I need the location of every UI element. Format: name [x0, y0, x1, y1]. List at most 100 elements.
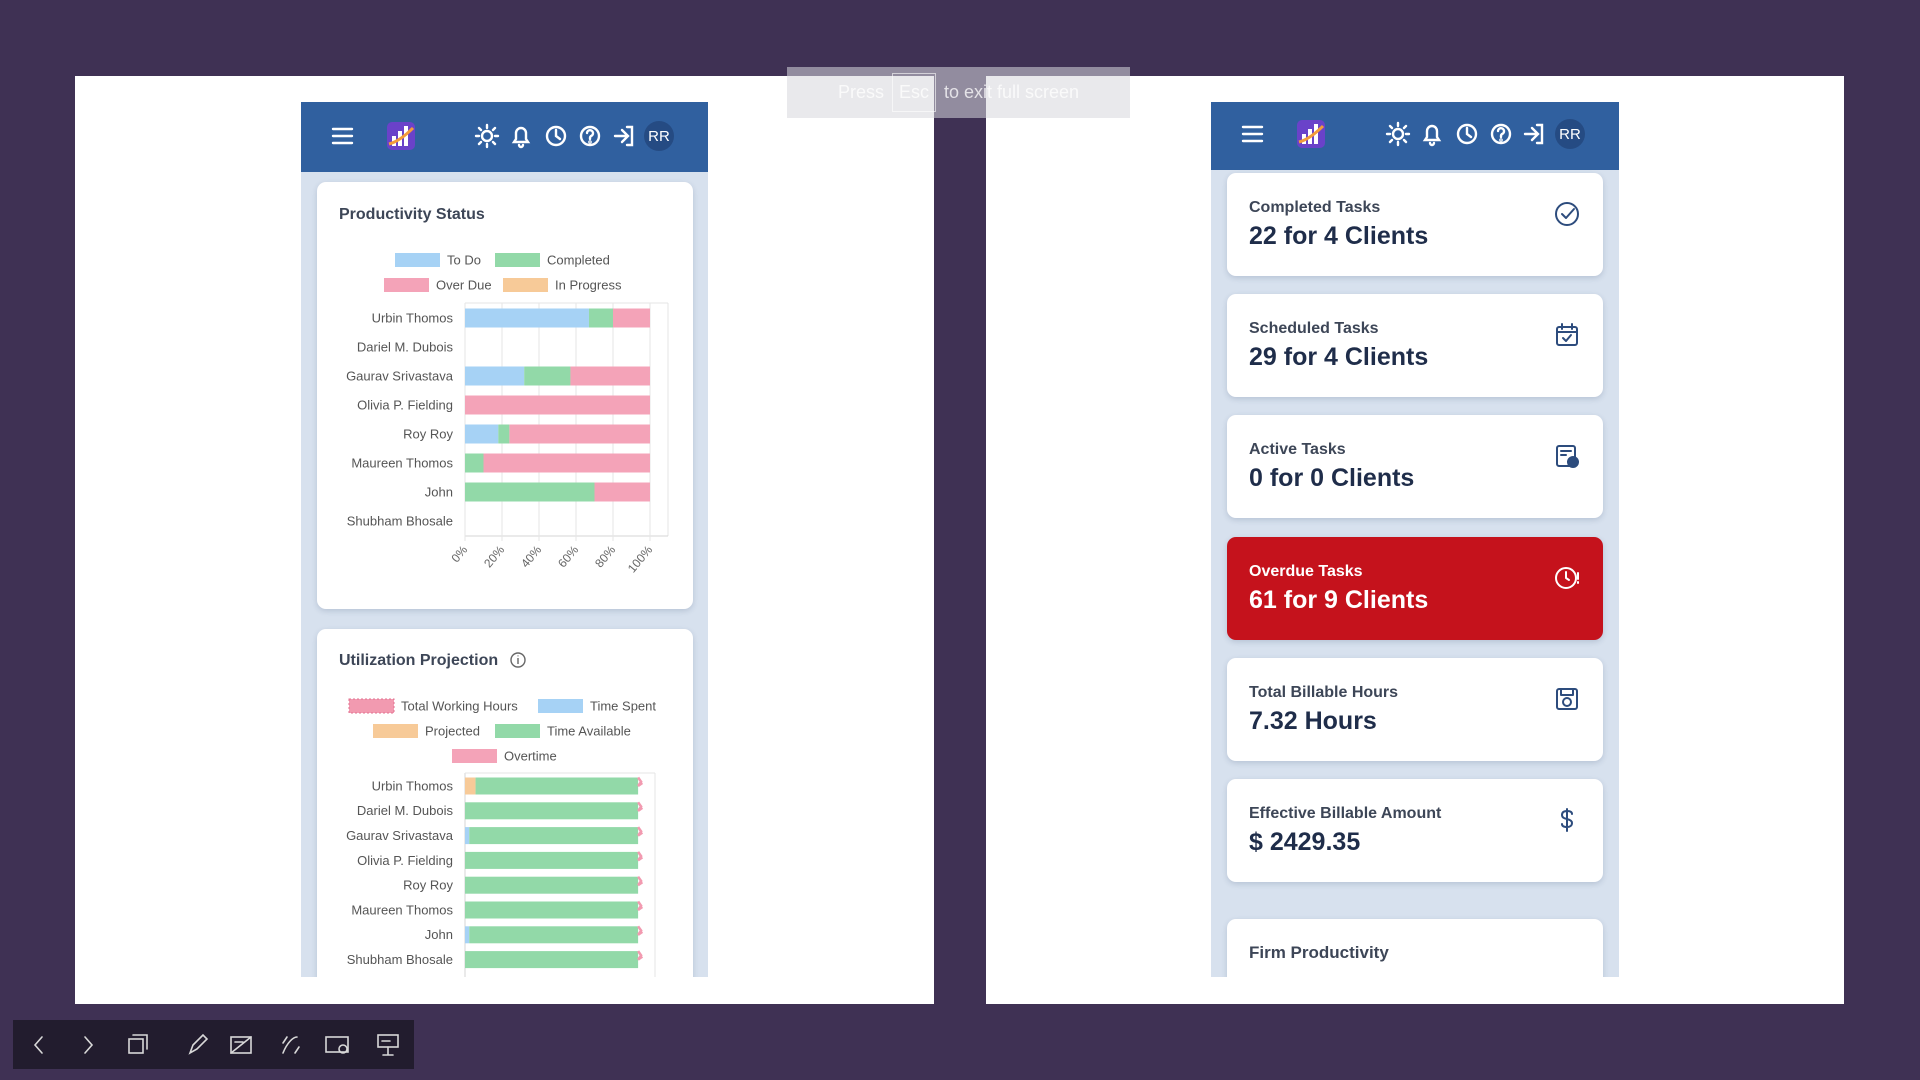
help-icon[interactable] [579, 125, 601, 147]
card-value: $ 2429.35 [1249, 828, 1361, 856]
utilization-chart: Utilization Projection Total Working Hou… [339, 652, 656, 977]
x-tick-label: 40% [518, 543, 544, 571]
target-marker [637, 900, 644, 912]
bar-segment [469, 827, 639, 845]
y-tick-label: Maureen Thomos [351, 902, 453, 917]
bar-segment [465, 424, 499, 444]
bar-segment [465, 926, 470, 944]
y-tick-label: Gaurav Srivastava [346, 828, 454, 843]
card-title: Active Tasks [1249, 441, 1346, 459]
bar-segment [509, 424, 650, 444]
camera-button[interactable] [325, 1036, 349, 1054]
stat-card: Active Tasks 0 for 0 Clients [1227, 415, 1603, 519]
legend-label: To Do [447, 252, 481, 267]
bar-segment [465, 876, 639, 894]
info-icon[interactable] [510, 652, 526, 668]
theme-icon[interactable] [474, 123, 500, 149]
next-button[interactable] [84, 1036, 94, 1054]
history-icon[interactable] [545, 125, 567, 147]
card-icon [1555, 566, 1579, 589]
bar-segment [483, 453, 650, 473]
phone-right: RR Firm Productivity Completed Tasks 22 f… [1211, 102, 1619, 977]
bar-segment [594, 482, 650, 502]
icon-shape [1555, 202, 1579, 226]
app-logo[interactable] [1297, 120, 1325, 148]
target-marker [637, 801, 644, 812]
bar-segment [465, 395, 650, 415]
card-title: Total Billable Hours [1249, 683, 1399, 701]
bar-segment [475, 777, 639, 795]
bar-segment [469, 926, 639, 944]
bar-segment [465, 827, 470, 845]
header-icons: RR [1241, 119, 1585, 149]
card-icon [1561, 808, 1573, 832]
card-icon [1556, 687, 1578, 710]
target-marker [637, 950, 644, 961]
legend-swatch [495, 253, 540, 267]
stat-card: Effective Billable Amount $ 2429.35 [1227, 779, 1603, 882]
card-title: Scheduled Tasks [1249, 320, 1379, 338]
firm-productivity-card: Firm Productivity [1227, 919, 1603, 977]
card-value: 29 for 4 Clients [1249, 343, 1429, 372]
notification-icon[interactable] [1422, 124, 1442, 147]
app-header: RR [1211, 102, 1619, 170]
card-icon [1556, 445, 1579, 469]
toolbar-icons [33, 1033, 399, 1056]
y-tick-label: Olivia P. Fielding [357, 397, 453, 412]
target-marker [637, 925, 644, 936]
bar-segment [465, 951, 639, 969]
bar-segment [465, 482, 595, 502]
y-tick-label: Urbin Thomos [372, 310, 454, 325]
subtitle-button[interactable] [282, 1036, 300, 1054]
help-icon[interactable] [1490, 123, 1512, 145]
more-button[interactable] [377, 1034, 399, 1056]
avatar[interactable] [1555, 119, 1585, 149]
phone-left: RR Productivity Status To Do Completed Ove… [301, 102, 708, 977]
bar-segment [570, 366, 650, 386]
legend-label: Total Working Hours [401, 698, 518, 713]
icon-shape [1556, 323, 1578, 347]
legend-label: Time Spent [590, 698, 656, 713]
bar-segment [465, 802, 639, 820]
fullscreen-hint: Press Esc to exit full screen [787, 67, 1130, 118]
presenter-toolbar [13, 1020, 414, 1069]
icon-shape [1556, 687, 1578, 710]
history-icon[interactable] [1456, 123, 1478, 145]
y-tick-label: Shubham Bhosale [347, 952, 453, 967]
logout-icon[interactable] [1523, 123, 1544, 145]
laser-button[interactable] [230, 1036, 252, 1054]
previous-button[interactable] [33, 1036, 43, 1054]
bar-segment [465, 366, 525, 386]
hint-text: Press [837, 82, 884, 102]
productivity-chart: Productivity Status To Do Completed Over D… [339, 206, 669, 575]
menu-icon[interactable] [1241, 125, 1264, 143]
stat-card: Scheduled Tasks 29 for 4 Clients [1227, 294, 1603, 398]
legend-label: Over Due [436, 277, 492, 292]
icon-shape [1561, 808, 1573, 832]
stat-card: Total Billable Hours 7.32 Hours [1227, 657, 1603, 761]
slides-button[interactable] [128, 1034, 148, 1054]
legend-label: Overtime [504, 748, 557, 763]
card-value: 22 for 4 Clients [1249, 222, 1429, 250]
target-marker [637, 826, 644, 837]
theme-icon[interactable] [1385, 121, 1411, 147]
menu-icon[interactable] [331, 127, 354, 145]
target-marker [637, 851, 644, 862]
logout-icon[interactable] [613, 125, 634, 147]
bar-segment [465, 777, 476, 795]
app-logo[interactable] [387, 122, 415, 150]
hint-text: to exit full screen [943, 82, 1080, 102]
productivity-card: Productivity Status To Do Completed Over D… [317, 182, 693, 609]
card-title: Completed Tasks [1249, 199, 1381, 216]
legend-swatch [503, 278, 548, 292]
avatar[interactable] [644, 121, 674, 151]
notification-icon[interactable] [511, 126, 531, 149]
hint-key: Esc [891, 73, 936, 112]
pen-button[interactable] [188, 1033, 209, 1055]
app-header: RR [301, 102, 708, 172]
legend-swatch [348, 698, 395, 714]
card-title: Overdue Tasks [1249, 562, 1363, 580]
y-tick-label: Roy Roy [403, 878, 453, 893]
icon-shape [1556, 445, 1579, 469]
